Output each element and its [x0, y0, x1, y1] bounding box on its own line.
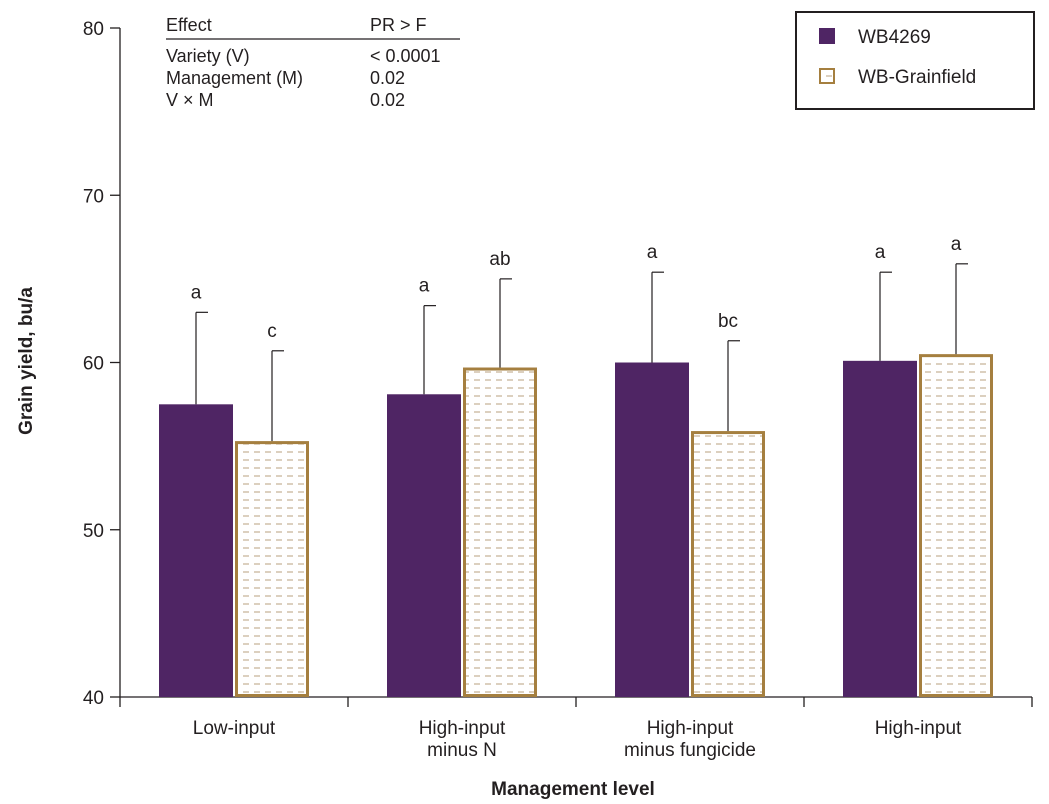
- y-tick-label: 60: [83, 354, 104, 375]
- x-tick-label: Low-input: [193, 718, 276, 739]
- y-tick-labels: 40 50 60 70 80: [83, 19, 104, 709]
- legend: WB4269 WB-Grainfield: [795, 11, 1035, 110]
- stats-cell: Variety (V): [166, 46, 250, 66]
- y-tick-label: 40: [83, 688, 104, 709]
- x-tick-label-line: High-input: [419, 718, 506, 739]
- stats-cell: 0.02: [370, 68, 405, 88]
- error-bars: [195, 263, 968, 442]
- significance-letters: a c a ab a bc a a: [191, 234, 962, 342]
- legend-swatch: [819, 28, 835, 44]
- legend-label: WB-Grainfield: [858, 67, 976, 88]
- y-tick-label: 70: [83, 186, 104, 207]
- significance-letter: ab: [489, 249, 510, 270]
- x-tick-label-line: minus fungicide: [624, 740, 756, 761]
- significance-letter: a: [419, 276, 430, 297]
- y-tick-label: 50: [83, 521, 104, 542]
- x-tick-label: High-input: [875, 718, 962, 739]
- significance-letter: a: [875, 242, 886, 263]
- bar: [159, 404, 233, 697]
- bar: [691, 431, 765, 697]
- bar: [615, 362, 689, 697]
- legend-swatch: [819, 68, 835, 84]
- significance-letter: a: [951, 234, 962, 255]
- stats-cell: Management (M): [166, 68, 303, 88]
- bar: [463, 367, 537, 697]
- significance-letter: a: [191, 282, 202, 303]
- stats-cell: < 0.0001: [370, 46, 441, 66]
- x-tick-label-line: High-input: [875, 718, 962, 739]
- bar: [919, 354, 993, 697]
- x-tick-label-line: Low-input: [193, 718, 276, 739]
- x-tick-label-line: High-input: [647, 718, 734, 739]
- bars: [159, 354, 993, 698]
- significance-letter: bc: [718, 311, 738, 332]
- stats-cell: V × M: [166, 90, 214, 110]
- x-tick-label: High-input minus N: [419, 718, 506, 761]
- legend-label: WB4269: [858, 27, 931, 48]
- y-axis-title: Grain yield, bu/a: [16, 287, 37, 435]
- bar: [387, 394, 461, 697]
- x-axis-title: Management level: [491, 779, 655, 800]
- y-tick-label: 80: [83, 19, 104, 40]
- significance-letter: a: [647, 242, 658, 263]
- x-tick-label: High-input minus fungicide: [624, 718, 756, 761]
- x-tick-label-line: minus N: [427, 740, 497, 761]
- stats-header-cell: PR > F: [370, 15, 427, 35]
- bar: [235, 441, 309, 698]
- stats-cell: 0.02: [370, 90, 405, 110]
- stats-header-cell: Effect: [166, 15, 212, 35]
- legend-box: [795, 11, 1035, 110]
- stats-table: Effect PR > F Variety (V) < 0.0001 Managemen…: [166, 15, 460, 110]
- bar: [843, 360, 917, 697]
- significance-letter: c: [267, 321, 277, 342]
